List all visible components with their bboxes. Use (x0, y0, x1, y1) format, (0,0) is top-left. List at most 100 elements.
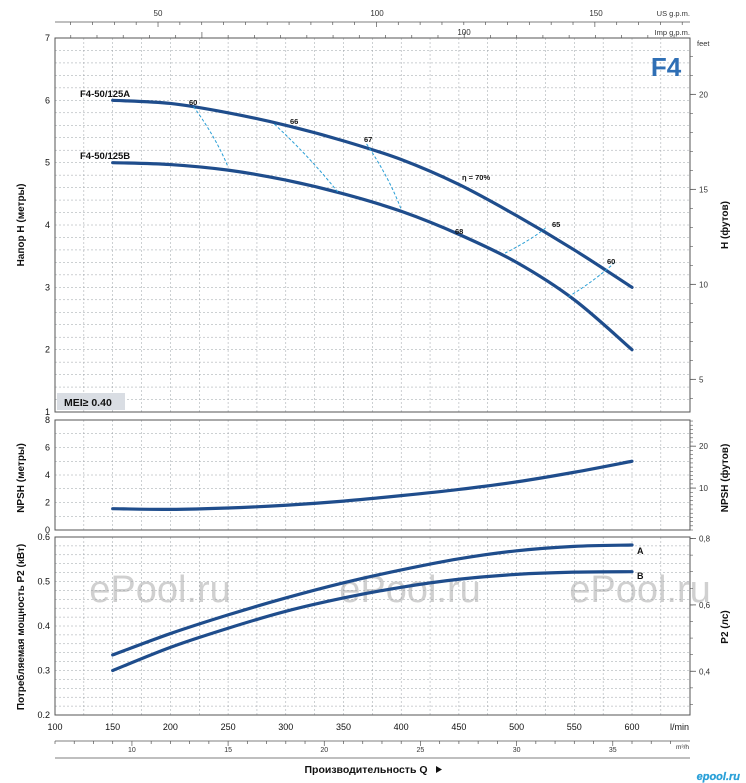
series-label-b: B (637, 571, 644, 581)
lmin-tick-label: 100 (47, 722, 62, 732)
efficiency-label: 65 (552, 220, 560, 229)
us-gpm-tick-label: 50 (154, 9, 163, 18)
y2-tick-label: 5 (699, 375, 704, 384)
top-axes: 50 100 150 US g.p.m. 100 Imp g.p.m. (55, 9, 690, 38)
y-tick-label: 6 (45, 95, 50, 105)
head-feet-axis-label: H (футов) (719, 201, 731, 249)
y-tick-label: 0.5 (37, 577, 50, 587)
efficiency-line (366, 143, 402, 210)
y-tick-label: 4 (45, 470, 50, 480)
y2-tick-label: 20 (699, 90, 708, 99)
efficiency-lines (193, 106, 616, 298)
power-curves (111, 543, 634, 673)
power-y-axis-label: Потребляемая мощность P2 (кВт) (15, 544, 27, 710)
lmin-tick-label: 150 (105, 722, 120, 732)
npsh-curve-line-1 (111, 459, 634, 511)
efficiency-label: 66 (290, 117, 298, 126)
npsh-panel-frame (54, 419, 691, 531)
head-feet-ticks: 5 10 15 20 (690, 56, 708, 399)
y-tick-label: 0 (45, 525, 50, 535)
lmin-tick-label: 300 (278, 722, 293, 732)
imp-gpm-unit: Imp g.p.m. (655, 28, 690, 37)
npsh-y-axis-label: NPSH (метры) (16, 443, 27, 513)
lmin-unit: l/min (670, 722, 689, 732)
y2-tick-label: 0,8 (699, 535, 711, 544)
lmin-tick-label: 250 (221, 722, 236, 732)
efficiency-label: 68 (455, 227, 463, 236)
curve-label-b: F4-50/125B (80, 151, 130, 162)
power-curve-1 (111, 543, 634, 657)
y2-tick-label: 0,6 (699, 601, 711, 610)
power-panel-labels: Потребляемая мощность P2 (кВт) P2 (лс) 0… (15, 532, 731, 720)
head-y-ticks: 1 2 3 4 5 6 7 (45, 33, 50, 417)
mei-badge-text: MEI≥ 0.40 (64, 397, 112, 409)
efficiency-label: 60 (189, 98, 197, 107)
bottom-axes: 100 150 200 250 300 350 400 450 500 550 600 l/min … (47, 722, 740, 783)
m3h-tick-label: 15 (224, 747, 232, 754)
efficiency-line (568, 262, 616, 298)
lmin-tick-label: 400 (394, 722, 409, 732)
npsh-panel-grid (55, 420, 690, 530)
power-panel-frame (54, 536, 691, 716)
power-hp-ticks: 0,4 0,6 0,8 (690, 535, 711, 705)
m3h-unit: m³/h (676, 744, 689, 751)
y-tick-label: 2 (45, 345, 50, 355)
m3h-tick-label: 20 (320, 747, 328, 754)
x-axis-title: Производительность Q (304, 764, 427, 776)
y2-tick-label: 15 (699, 185, 708, 194)
m3h-tick-label: 25 (417, 747, 425, 754)
lmin-tick-label: 550 (567, 722, 582, 732)
m3h-tick-label: 30 (513, 747, 521, 754)
m3h-ticks: 10 15 20 25 30 35 (54, 741, 671, 754)
head-curve-2 (111, 161, 634, 352)
model-title: F4 (651, 52, 682, 82)
lmin-tick-label: 350 (336, 722, 351, 732)
power-panel-grid (55, 537, 690, 715)
lmin-tick-label: 200 (163, 722, 178, 732)
y2-tick-label: 10 (699, 280, 708, 289)
lmin-tick-label: 500 (509, 722, 524, 732)
efficiency-line (273, 123, 339, 193)
npsh-feet-ticks: 10 20 (690, 420, 708, 531)
watermark-text: ePool.ru (339, 569, 481, 611)
m3h-tick-label: 10 (128, 747, 136, 754)
head-panel-frame (54, 37, 691, 413)
npsh-curve (111, 459, 634, 511)
feet-unit-label: feet (697, 39, 710, 48)
head-curve-1 (111, 98, 634, 289)
efficiency-labels: 60 66 67 η = 70% 65 60 68 (189, 98, 615, 266)
y2-tick-label: 0,4 (699, 667, 711, 676)
m3h-tick-label: 35 (609, 747, 617, 754)
us-gpm-tick-label: 100 (370, 9, 384, 18)
efficiency-label: 60 (607, 257, 615, 266)
power-y-ticks: 0.2 0.3 0.4 0.5 0.6 (37, 532, 50, 720)
y-tick-label: 5 (45, 158, 50, 168)
watermark-text: ePool.ru (569, 569, 711, 611)
y-tick-label: 1 (45, 407, 50, 417)
lmin-tick-label: 450 (451, 722, 466, 732)
y-tick-label: 0.4 (37, 621, 50, 631)
npsh-panel-labels: NPSH (метры) NPSH (футов) 0 2 4 6 8 10 20 (16, 415, 731, 535)
y2-tick-label: 10 (699, 484, 708, 493)
head-curves (111, 98, 634, 352)
watermark-layer: ePool.ru ePool.ru ePool.ru (89, 569, 711, 611)
power-hp-axis-label: P2 (лс) (720, 610, 731, 643)
y-tick-label: 4 (45, 220, 50, 230)
power-curve-2 (111, 570, 634, 673)
y-tick-label: 0.3 (37, 666, 50, 676)
site-logo: epool.ru (697, 771, 741, 783)
y-tick-label: 0.2 (37, 710, 50, 720)
y2-tick-label: 20 (699, 442, 708, 451)
mei-badge (57, 393, 125, 410)
efficiency-line (504, 227, 546, 254)
imp-gpm-tick-label: 100 (457, 28, 471, 37)
efficiency-label: 67 (364, 135, 372, 144)
y-tick-label: 8 (45, 415, 50, 425)
y-tick-label: 2 (45, 498, 50, 508)
efficiency-label: η = 70% (462, 173, 490, 182)
lmin-ticks: 100 150 200 250 300 350 400 450 500 550 600 (47, 722, 639, 732)
efficiency-line (193, 106, 229, 168)
y-tick-label: 0.6 (37, 532, 50, 542)
